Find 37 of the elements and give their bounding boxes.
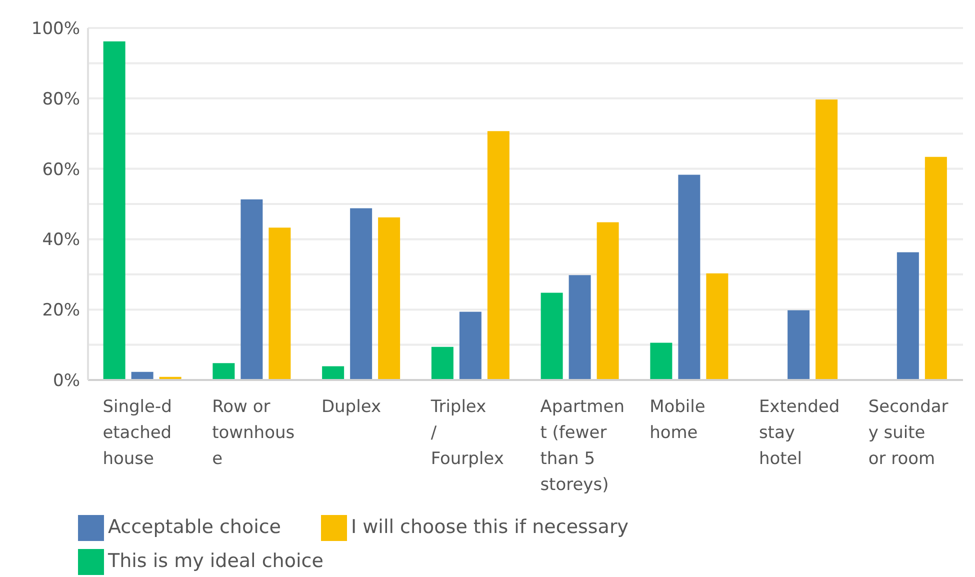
legend-label: I will choose this if necessary [351, 516, 629, 538]
bar [788, 310, 810, 380]
bar [103, 41, 126, 380]
bar [378, 217, 400, 380]
bar [896, 252, 919, 380]
y-tick-label: 20% [42, 300, 80, 321]
y-tick-label: 100% [31, 19, 80, 40]
bar [268, 228, 291, 380]
bar [350, 208, 372, 380]
y-tick-label: 40% [42, 230, 80, 250]
bar [568, 275, 591, 380]
x-tick-label: Apartment (fewer than 5 storeys) [540, 397, 624, 495]
x-tick-label: Duplex [321, 397, 382, 417]
bar [650, 342, 672, 380]
bar [431, 346, 454, 380]
x-tick-label: Secondary suite or room [868, 397, 948, 469]
bar [240, 199, 263, 380]
bar [322, 366, 344, 380]
bar [706, 273, 728, 380]
x-tick-label: Triplex / Fourplex [430, 397, 504, 469]
x-tick-label: Row or townhouse [212, 397, 295, 469]
bar [596, 222, 619, 380]
bar [487, 131, 510, 380]
legend-label: This is my ideal choice [108, 550, 324, 572]
bar [212, 363, 235, 380]
bar [816, 99, 838, 380]
bar [678, 174, 700, 380]
x-tick-label: Mobile home [650, 397, 706, 443]
y-tick-label: 60% [42, 160, 80, 180]
x-tick-label: Single-detached house [102, 397, 172, 469]
x-tick-label: Extended stay hotel [758, 397, 840, 469]
legend-label: Acceptable choice [108, 516, 281, 538]
bar [459, 312, 482, 380]
y-tick-label: 0% [53, 371, 80, 392]
y-tick-label: 80% [42, 89, 80, 110]
bar [540, 292, 563, 380]
bar [924, 156, 947, 380]
